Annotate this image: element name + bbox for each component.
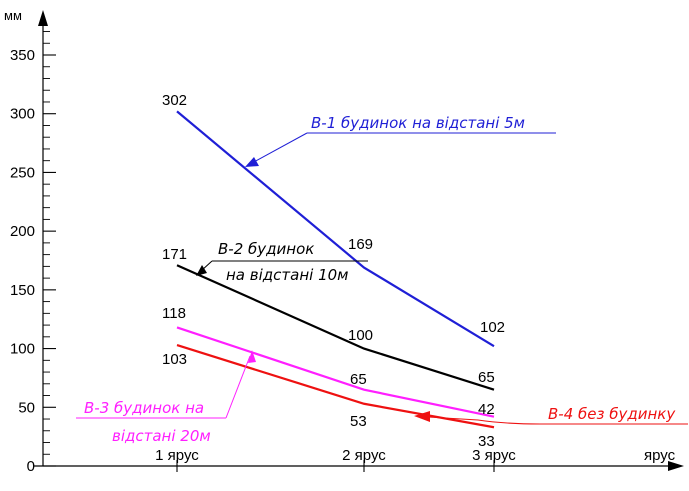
x-axis-label: ярус — [644, 447, 676, 464]
y-tick-label: 100 — [10, 341, 35, 358]
data-label-b4-2: 53 — [350, 413, 367, 430]
x-axis-arrow-icon — [668, 461, 684, 471]
annotation-b4-text: В-4 без будинку — [548, 405, 676, 423]
y-tick-label: 350 — [10, 47, 35, 64]
y-tick-label: 250 — [10, 164, 35, 181]
leader-arrow-icon — [248, 350, 256, 363]
leader-line — [225, 355, 251, 419]
data-label-b4-1: 103 — [162, 351, 187, 368]
annotation-b3-text-1: В-3 будинок на — [84, 399, 204, 417]
y-axis-arrow-icon — [38, 10, 48, 26]
annotation-b2-text-1: В-2 будинок — [218, 240, 314, 258]
x-tick-label: 1 ярус — [155, 447, 199, 464]
y-tick-label: 50 — [18, 399, 35, 416]
leader-line — [251, 132, 308, 164]
data-label-b2-3: 65 — [478, 369, 495, 386]
annotation-b3-text-2: відстані 20м — [112, 427, 211, 445]
x-ticks: 1 ярус 2 ярус 3 ярус — [155, 447, 516, 472]
data-label-b3-1: 118 — [162, 305, 186, 322]
x-tick-label: 2 ярус — [342, 447, 386, 464]
data-label-b2-1: 171 — [162, 246, 187, 263]
data-label-b2-2: 100 — [348, 327, 373, 344]
data-label-b1-1: 302 — [162, 92, 187, 109]
leader-line — [427, 416, 688, 425]
series-line-b1 — [176, 110, 495, 348]
leader-arrow-icon — [245, 157, 259, 167]
data-label-b1-2: 169 — [348, 236, 373, 253]
data-label-b1-3: 102 — [480, 319, 505, 336]
data-labels: 302 169 102 171 100 65 118 65 42 103 53 … — [162, 92, 505, 450]
leader-arrow-icon — [414, 411, 430, 422]
annotation-b4: В-4 без будинку — [414, 405, 688, 425]
y-tick-label: 150 — [10, 282, 35, 299]
annotation-b2-text-2: на відстані 10м — [226, 266, 348, 284]
y-tick-label: 0 — [27, 458, 35, 475]
annotation-b3: В-3 будинок на відстані 20м — [76, 350, 256, 445]
annotation-b1-text: В-1 будинок на відстані 5м — [311, 114, 525, 132]
data-label-b3-2: 65 — [350, 371, 367, 388]
annotation-b1: В-1 будинок на відстані 5м — [245, 114, 556, 167]
y-tick-label: 200 — [10, 223, 35, 240]
annotation-b2: В-2 будинок на відстані 10м — [196, 240, 368, 284]
data-label-b3-3: 42 — [478, 401, 495, 418]
x-tick-label: 3 ярус — [472, 447, 516, 464]
y-tick-label: 300 — [10, 106, 35, 123]
series-line-b2 — [176, 264, 495, 391]
series-line-b4 — [176, 343, 495, 429]
y-unit-label: мм — [4, 8, 22, 23]
series-line-b3 — [176, 326, 495, 418]
leader-arrow-icon — [196, 265, 207, 276]
y-ticks: 0 50 100 150 200 250 300 350 — [10, 31, 56, 475]
data-label-b4-3: 33 — [478, 433, 495, 450]
